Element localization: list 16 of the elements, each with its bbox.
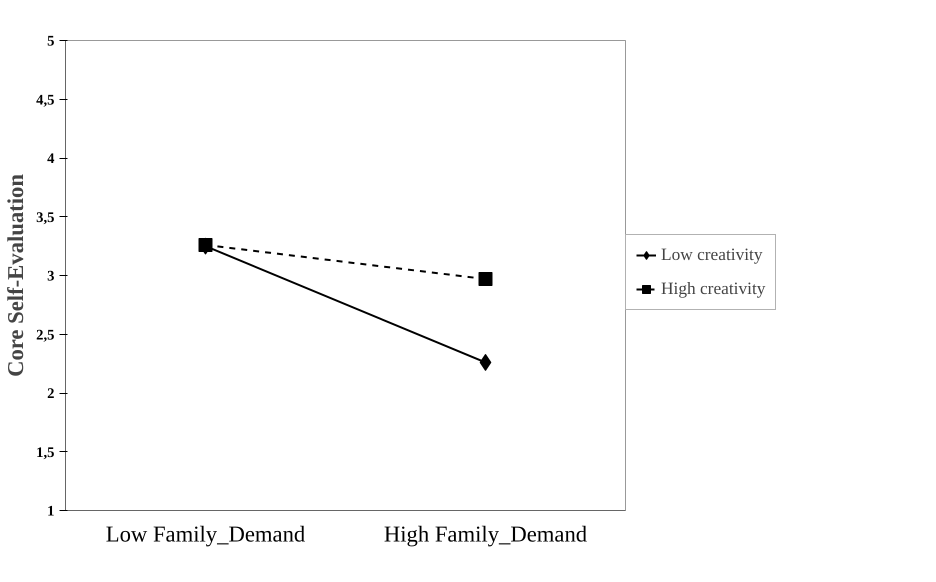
x-tick-label: Low Family_Demand [106,522,306,546]
y-tick-label: 1 [47,504,54,520]
x-tick-label: High Family_Demand [384,522,588,546]
legend-label: High creativity [661,279,766,299]
point [478,272,492,286]
legend-label: Low creativity [661,245,763,265]
y-tick-label: 2 [47,386,54,402]
y-tick-label: 2,5 [36,327,55,344]
y-tick-label: 4 [47,151,56,167]
y-tick-label: 1,5 [36,444,55,461]
y-tick-label: 5 [47,34,54,50]
y-tick-label: 3 [47,268,54,284]
y-tick-label: 4,5 [36,92,55,108]
y-axis-title: Core Self-Evaluation [3,174,28,377]
y-tick-label: 3,5 [36,210,55,226]
point [198,238,212,252]
